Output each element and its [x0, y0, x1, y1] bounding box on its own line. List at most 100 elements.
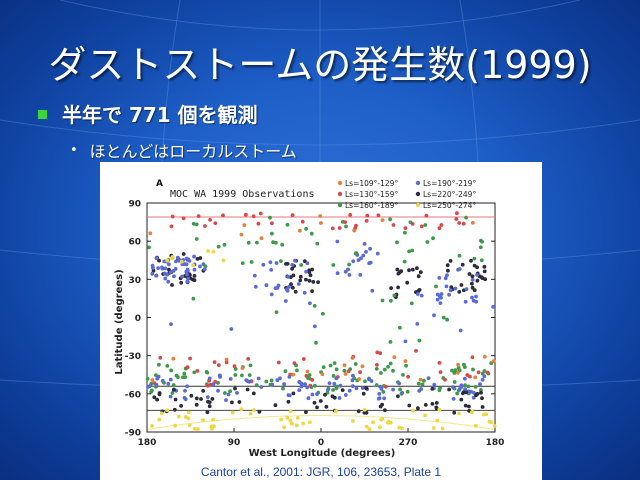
legend-label: Ls=109°-129° [345, 179, 398, 188]
data-point [475, 278, 480, 283]
data-point [154, 382, 159, 387]
data-point [210, 397, 215, 401]
data-point [343, 220, 347, 224]
data-point [235, 391, 239, 395]
data-point [407, 403, 412, 408]
data-point [167, 267, 171, 272]
data-point [304, 227, 308, 231]
data-point [474, 393, 478, 398]
data-point [342, 368, 347, 373]
data-point [157, 362, 161, 367]
data-point [252, 408, 256, 413]
data-point [491, 359, 496, 364]
data-point [331, 263, 336, 267]
data-point [367, 377, 371, 382]
data-point [242, 223, 247, 228]
data-point [318, 399, 323, 403]
data-point [194, 396, 199, 401]
data-point [308, 383, 313, 388]
data-point [308, 420, 312, 425]
data-point [437, 276, 442, 280]
data-point [298, 274, 303, 279]
data-point [475, 273, 479, 277]
data-point [440, 426, 445, 431]
data-point [389, 298, 393, 303]
data-point [346, 369, 351, 374]
data-point [221, 213, 225, 218]
data-point [470, 277, 475, 282]
data-point [221, 258, 226, 263]
data-point [187, 259, 192, 263]
data-point [175, 255, 180, 260]
data-point [198, 264, 202, 269]
data-point [340, 388, 345, 392]
data-point [392, 355, 397, 360]
data-point [293, 289, 298, 294]
scatter-chart: A MOC WA 1999 Observations Latitude (deg… [114, 179, 504, 459]
data-point [343, 393, 348, 397]
data-point [360, 386, 365, 390]
data-point [397, 381, 401, 386]
data-point [358, 370, 362, 375]
data-point [472, 288, 477, 293]
data-point [379, 417, 383, 422]
data-point [437, 294, 442, 299]
data-point [165, 258, 170, 263]
data-point [240, 261, 245, 265]
data-point [310, 289, 314, 293]
data-point [192, 278, 197, 283]
data-point [446, 268, 450, 273]
data-point [208, 217, 212, 222]
data-point [416, 289, 421, 294]
data-point [404, 363, 408, 368]
data-point [258, 211, 263, 216]
data-point [180, 274, 184, 279]
data-point [276, 360, 281, 365]
data-point [354, 386, 359, 391]
data-point [259, 236, 264, 241]
data-point [173, 423, 177, 428]
data-point [172, 407, 177, 412]
data-point [334, 367, 339, 372]
data-point [452, 380, 457, 384]
data-point [364, 386, 369, 391]
data-point [358, 273, 363, 277]
data-point [335, 239, 340, 244]
data-point [314, 340, 318, 345]
dot-bullet-icon: • [70, 142, 78, 158]
data-point [203, 224, 207, 228]
data-point [313, 324, 317, 329]
data-point [298, 278, 303, 283]
data-point [344, 224, 348, 229]
data-point [299, 381, 304, 386]
data-point [479, 390, 483, 395]
data-point [211, 417, 215, 422]
data-point [305, 261, 310, 266]
data-point [350, 378, 355, 383]
data-point [163, 276, 168, 281]
data-point [400, 391, 405, 395]
data-point [403, 359, 408, 364]
data-point [482, 354, 487, 359]
data-point [342, 363, 347, 368]
data-point [399, 269, 404, 273]
data-point [312, 400, 317, 405]
data-point [434, 284, 438, 289]
data-point [351, 259, 356, 264]
data-point [426, 376, 431, 380]
data-point [389, 286, 393, 290]
data-point [416, 381, 421, 386]
data-point [170, 214, 175, 219]
data-point [290, 285, 295, 290]
data-point [451, 397, 456, 401]
x-tick-label: 270 [399, 438, 418, 448]
data-point [437, 361, 442, 365]
data-point [196, 427, 200, 431]
data-point [398, 387, 402, 392]
data-point [432, 313, 436, 318]
data-point [382, 367, 387, 372]
y-tick-label: -30 [125, 352, 141, 362]
data-point [182, 396, 187, 400]
data-point [386, 419, 391, 424]
data-point [361, 253, 366, 258]
